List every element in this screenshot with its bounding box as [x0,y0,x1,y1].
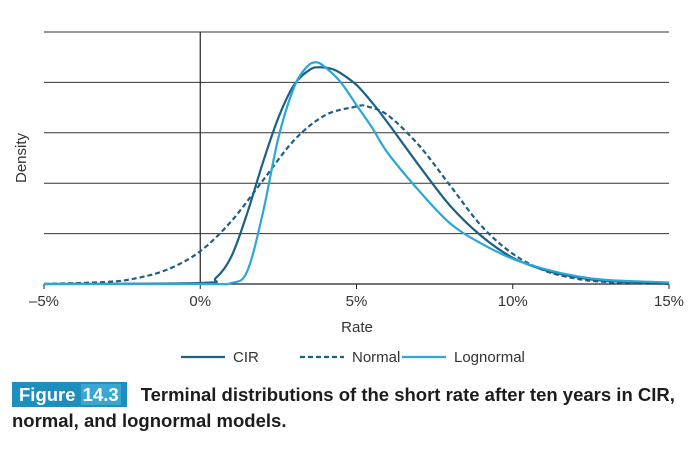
figure-number: 14.3 [80,384,121,405]
gridlines [44,31,669,235]
x-tick-label: 0% [189,293,211,310]
legend-label-normal: Normal [352,349,400,366]
x-tick-label: 10% [498,293,528,310]
figure-badge: Figure 14.3 [12,382,127,407]
y-axis-label: Density [13,132,30,183]
series-line-cir [43,66,670,286]
x-tick-label: –5% [29,293,59,310]
caption-text: Terminal distributions of the short rate… [12,384,675,431]
figure-caption: Figure 14.3 Terminal distributions of the… [12,382,687,434]
legend-label-lognormal: Lognormal [454,349,525,366]
legend: CIR Normal Lognormal [181,349,525,366]
legend-label-cir: CIR [233,349,259,366]
x-ticks: –5% 0% 5% 10% 15% [29,284,684,310]
series-group [43,61,670,286]
series-line-normal [43,104,670,286]
figure-word: Figure [19,384,76,405]
x-axis-label: Rate [341,319,373,336]
x-tick-label: 5% [346,293,368,310]
series-line-lognormal [43,61,670,286]
density-chart: –5% 0% 5% 10% 15% Density Rate CIR Normal Logn… [13,31,684,366]
x-tick-label: 15% [654,293,684,310]
